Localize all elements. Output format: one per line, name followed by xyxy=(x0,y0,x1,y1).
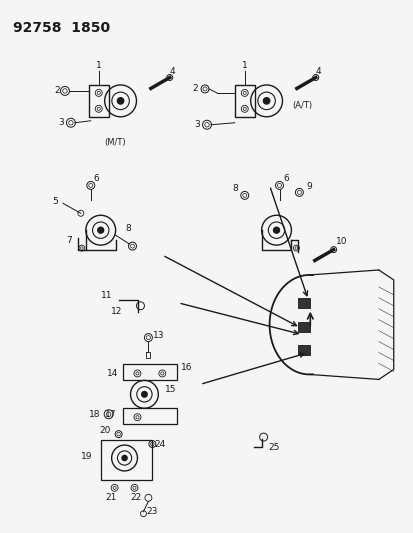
Text: 14: 14 xyxy=(107,369,118,378)
Bar xyxy=(298,322,310,332)
Bar xyxy=(298,345,310,354)
Text: 12: 12 xyxy=(111,307,122,316)
Text: 24: 24 xyxy=(154,440,166,449)
Circle shape xyxy=(117,98,123,104)
Bar xyxy=(88,85,108,117)
Text: 25: 25 xyxy=(267,442,278,451)
Text: 2: 2 xyxy=(192,84,197,93)
Circle shape xyxy=(97,227,103,233)
Text: 19: 19 xyxy=(81,451,93,461)
Text: 9: 9 xyxy=(306,182,311,191)
Text: 4: 4 xyxy=(169,67,175,76)
Text: 8: 8 xyxy=(126,224,131,233)
Bar xyxy=(298,298,310,308)
Text: 2: 2 xyxy=(54,86,60,95)
Text: 6: 6 xyxy=(94,174,100,183)
Bar xyxy=(100,440,152,480)
Text: 6: 6 xyxy=(283,174,289,183)
Text: 1: 1 xyxy=(96,61,101,69)
Text: (A/T): (A/T) xyxy=(292,101,312,110)
Bar xyxy=(122,408,177,424)
Circle shape xyxy=(141,392,147,397)
Text: (M/T): (M/T) xyxy=(104,138,125,147)
Text: 3: 3 xyxy=(58,118,64,127)
Text: 1: 1 xyxy=(241,61,247,69)
Text: 20: 20 xyxy=(99,426,110,434)
Text: 4: 4 xyxy=(315,67,320,76)
Text: 3: 3 xyxy=(194,120,199,129)
Text: 7: 7 xyxy=(66,236,71,245)
Text: 21: 21 xyxy=(105,493,116,502)
Text: 23: 23 xyxy=(146,507,158,516)
Text: 15: 15 xyxy=(164,385,176,394)
Bar xyxy=(234,85,254,117)
Text: 22: 22 xyxy=(131,493,142,502)
Text: 13: 13 xyxy=(152,331,164,340)
Bar xyxy=(122,365,177,381)
Circle shape xyxy=(273,227,279,233)
Text: 5: 5 xyxy=(52,197,58,206)
Text: 18: 18 xyxy=(89,410,100,419)
Text: 16: 16 xyxy=(181,363,192,372)
Circle shape xyxy=(263,98,269,104)
Text: 11: 11 xyxy=(101,292,112,301)
Text: 10: 10 xyxy=(335,237,347,246)
Text: 8: 8 xyxy=(231,184,237,193)
Text: 92758  1850: 92758 1850 xyxy=(13,21,110,35)
Circle shape xyxy=(122,455,127,461)
Text: 17: 17 xyxy=(104,410,116,419)
